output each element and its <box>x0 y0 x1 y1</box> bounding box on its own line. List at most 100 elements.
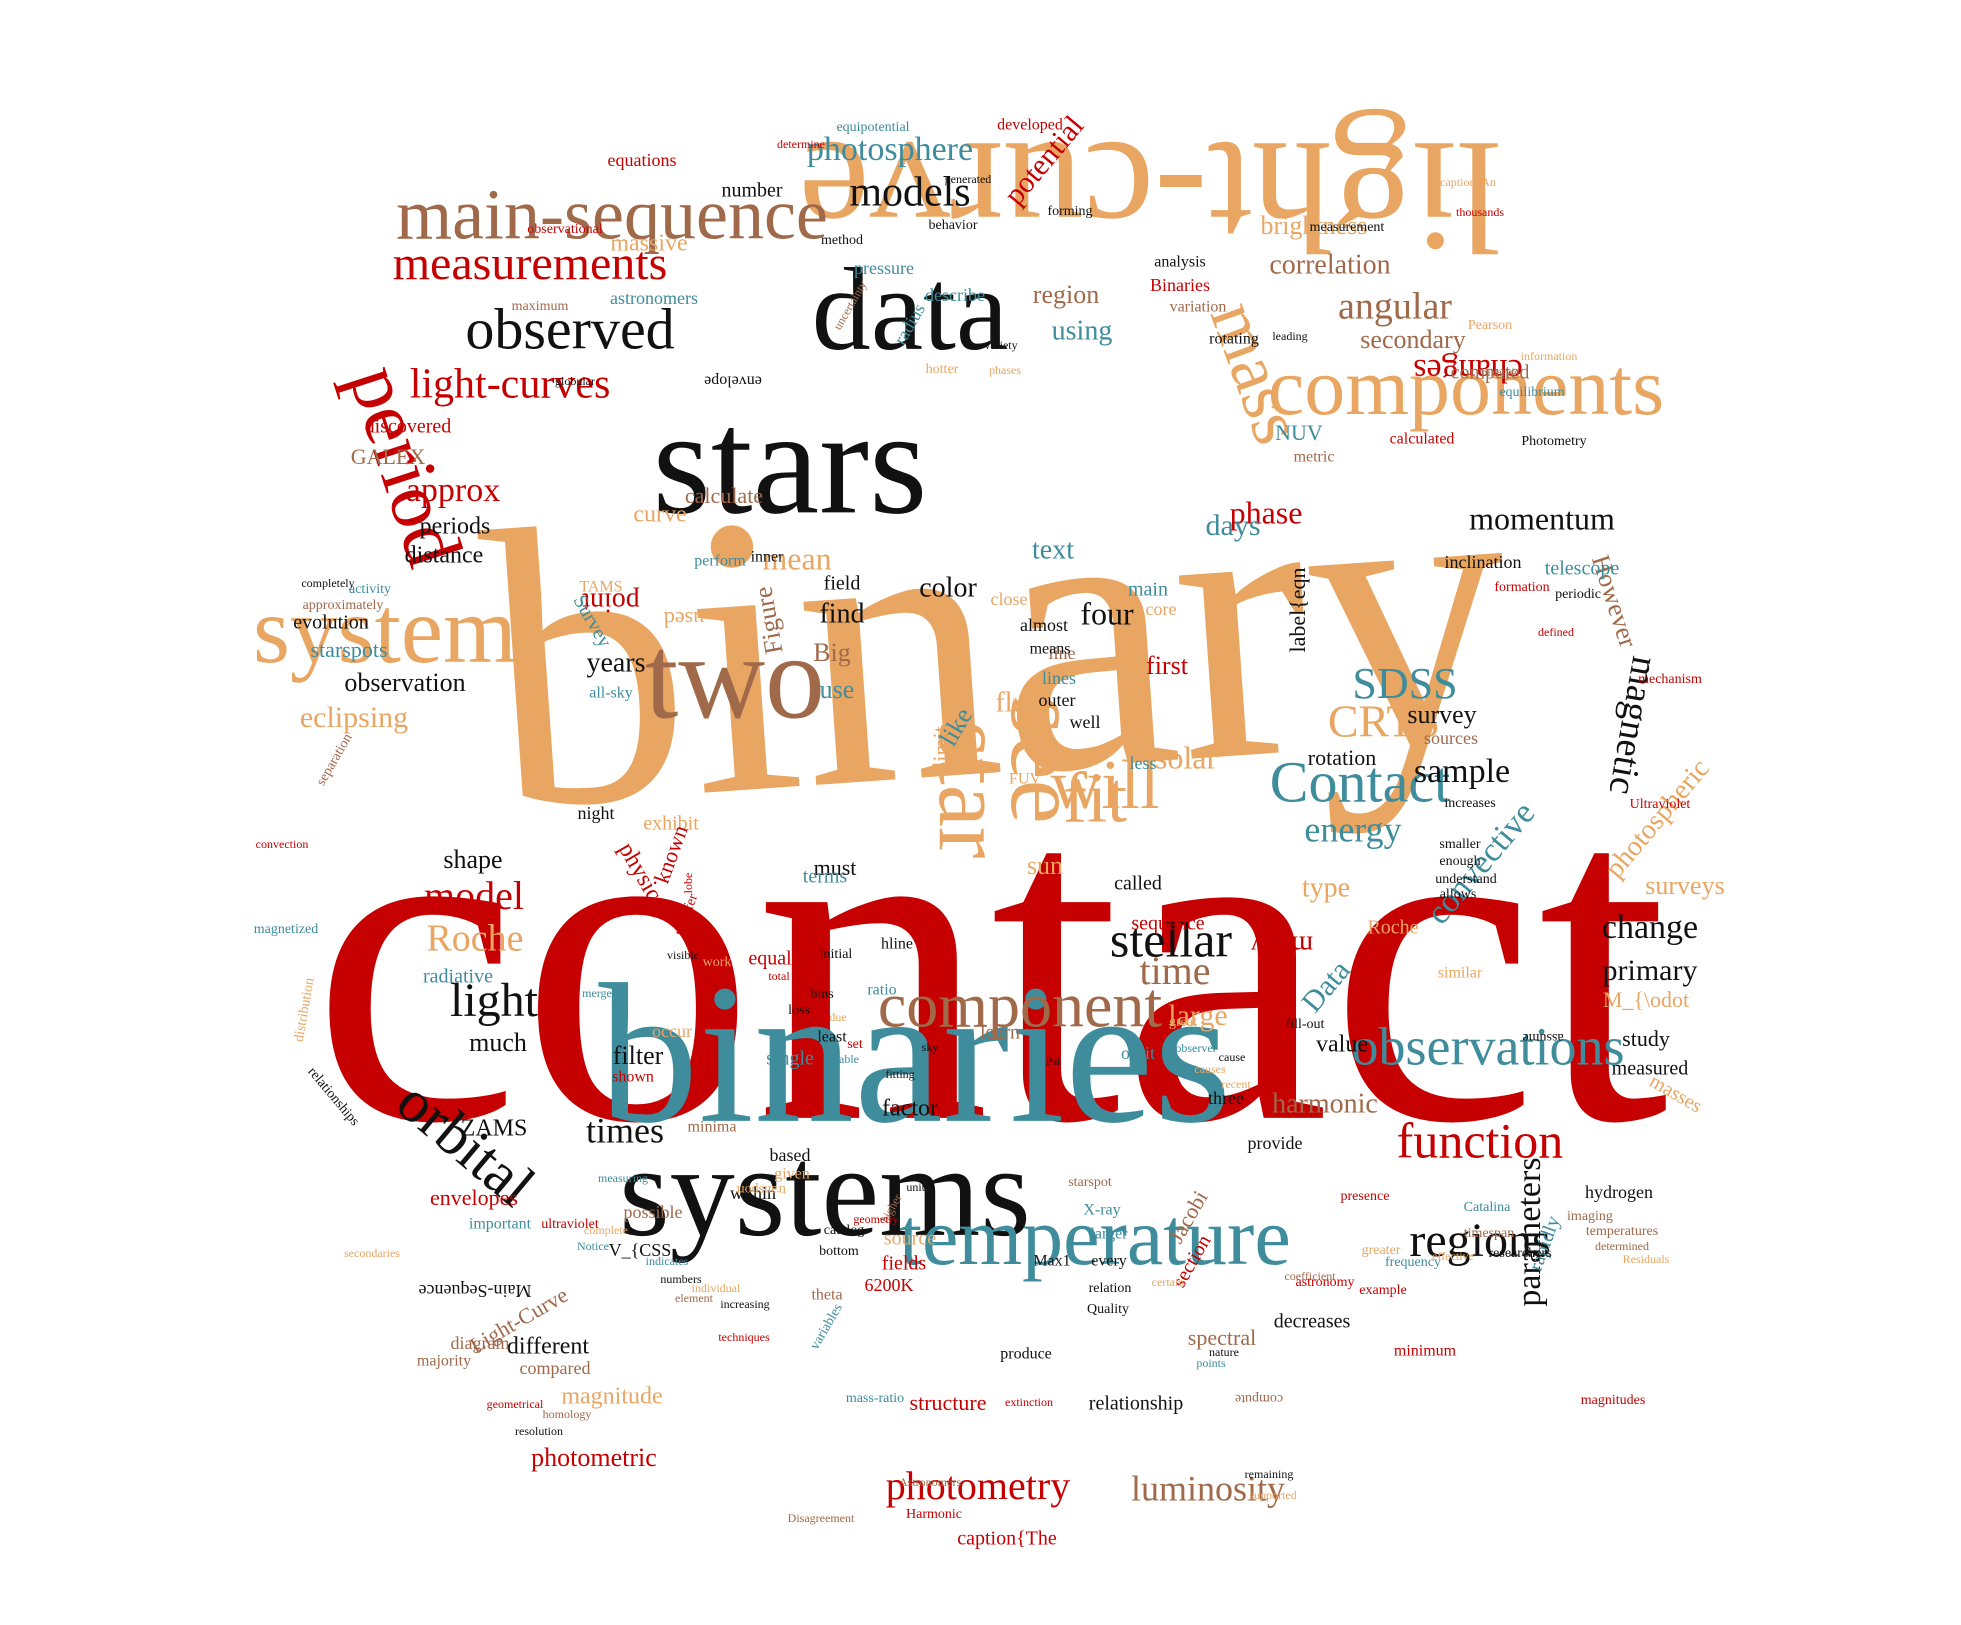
word-sample: sample <box>1414 753 1510 790</box>
word-generated: generated <box>945 172 992 186</box>
word-starspot: starspot <box>1068 1175 1112 1190</box>
word-times: times <box>586 1110 664 1150</box>
word-curve: curve <box>633 502 686 528</box>
word-v-css: V_{CSS <box>609 1240 672 1260</box>
word-minima: minima <box>688 1119 737 1136</box>
word-region: region <box>1033 280 1099 309</box>
word-structure: structure <box>910 1390 987 1415</box>
word-lobe: lobe <box>681 873 695 894</box>
word-outer: outer <box>1039 690 1076 710</box>
word-resolution: resolution <box>515 1424 563 1438</box>
word-astronomers: Astronomers <box>899 1475 961 1489</box>
word-ratio: ratio <box>867 982 896 999</box>
word-limit: limit <box>928 726 953 768</box>
word-energy: energy <box>1304 809 1401 849</box>
word-6200k: 6200K <box>865 1275 914 1295</box>
word-type: type <box>1302 872 1350 903</box>
word-variables: variables <box>808 1301 846 1352</box>
word-observation: observation <box>344 668 465 697</box>
word-information: information <box>1521 349 1578 363</box>
word-star: star <box>919 721 1025 858</box>
word-main: main <box>1128 579 1168 601</box>
word-primary: primary <box>1603 954 1698 987</box>
word-based: based <box>770 1145 811 1165</box>
word-formation: formation <box>1494 580 1549 595</box>
word-increasing: increasing <box>720 1297 769 1311</box>
word-use: use <box>820 675 855 704</box>
word-majority: majority <box>417 1353 471 1370</box>
word-distance: distance <box>405 543 484 569</box>
word-sources: sources <box>1424 728 1478 748</box>
word-four: four <box>1080 595 1134 631</box>
word-stable: stable <box>831 1052 859 1066</box>
word-nuv: NUV <box>1275 420 1323 445</box>
word-days: days <box>1206 509 1261 542</box>
word-core: core <box>1146 599 1177 619</box>
word-certain: certain <box>1152 1275 1185 1289</box>
word-starspots: starspots <box>311 637 388 662</box>
word-important: important <box>469 1216 532 1233</box>
word-correlation: correlation <box>1269 249 1390 280</box>
word-terms: terms <box>803 866 848 888</box>
word-frequency: frequency <box>1385 1255 1441 1270</box>
word-inclination: inclination <box>1445 552 1522 572</box>
word-binaries: Binaries <box>1150 275 1210 295</box>
word-great: great <box>1169 1015 1197 1030</box>
word-sequence: sequence <box>1131 913 1204 935</box>
word-every: every <box>1091 1253 1127 1270</box>
word-metric: metric <box>1294 449 1335 466</box>
word-eclipsing: eclipsing <box>300 701 408 734</box>
word-ultraviolet: Ultraviolet <box>1630 797 1691 812</box>
word-pearson: Pearson <box>1468 318 1512 333</box>
word-fuv: FUV <box>1009 771 1041 788</box>
word-presence: presence <box>1341 1189 1390 1204</box>
word-crts: CRTS <box>1328 696 1440 747</box>
word-given: given <box>774 1166 810 1183</box>
word-techniques: techniques <box>718 1330 770 1344</box>
word-minimum: minimum <box>1394 1343 1457 1360</box>
word-observed: observed <box>465 296 674 361</box>
word-tams: TAMS <box>579 579 622 596</box>
word-stellar: stellar <box>1110 911 1233 967</box>
word-transport: transport <box>736 1182 786 1197</box>
word-shown: shown <box>612 1069 654 1086</box>
word-parameters: parameters <box>1511 1157 1548 1306</box>
word-variation: variation <box>1170 299 1227 316</box>
word-developed: developed <box>997 117 1063 134</box>
word-units: units <box>906 1180 930 1194</box>
word-function: function <box>1397 1112 1564 1168</box>
word-total: total <box>768 969 790 983</box>
word-initial: initial <box>820 947 853 962</box>
word-complete: complete <box>584 1223 628 1237</box>
word-all-sky: all-sky <box>589 685 633 702</box>
word-photometry: Photometry <box>1521 434 1586 449</box>
word-provide: provide <box>1248 1133 1303 1153</box>
word-mean: mean <box>762 540 831 576</box>
word-maximum: maximum <box>512 299 569 314</box>
word-roche: Roche <box>426 918 523 960</box>
word-evolution: evolution <box>293 612 369 634</box>
word-max1: Max1 <box>1033 1253 1070 1270</box>
word-equilibrium: equilibrium <box>1499 385 1564 400</box>
word-method: method <box>821 233 863 248</box>
word-catalog: catalog <box>824 1223 864 1238</box>
word-fitting: fitting <box>885 1067 914 1081</box>
word-measurements: measurements <box>393 237 668 290</box>
word-measurement: measurement <box>1310 220 1385 235</box>
word-coefficient: coefficient <box>1284 1269 1336 1283</box>
word-surveys: surveys <box>1645 871 1724 900</box>
word-stars: stars <box>653 379 928 545</box>
word-rotating: rotating <box>1209 331 1259 348</box>
word-merger: merger <box>582 986 616 1000</box>
word-contact: Contact <box>1270 749 1450 814</box>
word-causes: causes <box>1194 1062 1226 1076</box>
word-allows: allows <box>1440 887 1477 902</box>
word-phases: phases <box>989 363 1021 377</box>
word-bins: bins <box>810 987 833 1002</box>
word-less: less <box>1130 753 1157 773</box>
word-survey: survey <box>1407 700 1476 729</box>
word-psi: Psi <box>1046 1054 1061 1068</box>
word-ultraviolet: ultraviolet <box>541 1217 599 1232</box>
word-fit: fit <box>1063 758 1127 838</box>
